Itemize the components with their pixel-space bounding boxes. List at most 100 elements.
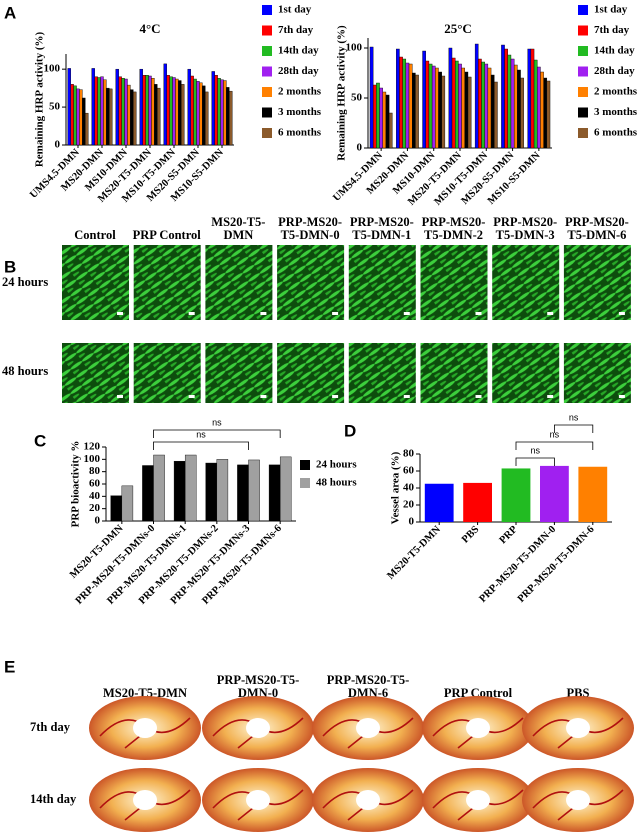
column-label-box: PBS <box>566 686 590 700</box>
legend-swatch <box>262 66 272 77</box>
bar <box>121 485 134 522</box>
bar <box>369 46 374 149</box>
bar <box>441 75 446 149</box>
bar <box>184 454 197 522</box>
bar <box>229 90 233 146</box>
cell-image <box>563 245 631 320</box>
scale-bar <box>188 312 195 315</box>
panel-label: B <box>4 257 16 276</box>
bar <box>106 87 110 146</box>
legend-swatch <box>262 5 272 15</box>
legend-swatch <box>578 5 588 15</box>
bar <box>205 91 209 146</box>
scale-bar <box>117 395 123 398</box>
x-tick-label: PRP <box>498 524 521 547</box>
bar <box>435 67 439 149</box>
legend-swatch <box>262 107 272 118</box>
egg-hole <box>466 790 490 810</box>
bar <box>187 68 191 146</box>
egg-hole <box>133 790 157 810</box>
legend-label: 24 hours <box>316 459 357 471</box>
bar <box>540 465 569 522</box>
row-label: 48 hours <box>2 364 48 378</box>
bar <box>396 48 400 149</box>
bar <box>537 66 541 149</box>
cell-image <box>420 343 488 403</box>
bar <box>533 59 538 149</box>
bar <box>507 54 512 149</box>
bar <box>127 84 131 146</box>
x-tick-label: PBS <box>460 524 482 546</box>
bar <box>169 76 173 146</box>
bar <box>379 87 383 149</box>
cell-image <box>133 245 201 320</box>
cell-image <box>492 343 560 403</box>
bar <box>121 78 125 146</box>
scale-bar <box>332 312 339 315</box>
column-label-box: PRP-MS20-T5-DMN-2 <box>422 216 486 242</box>
bar <box>474 43 479 149</box>
y-tick-label: 40 <box>89 490 101 502</box>
y-tick-label: 40 <box>403 482 415 494</box>
column-label-box: PRP-MS20-T5-DMN-6 <box>565 216 629 242</box>
egg-hole <box>566 790 590 810</box>
bar <box>172 77 176 146</box>
significance-bracket <box>515 457 555 466</box>
bar <box>408 63 413 149</box>
bar <box>279 456 292 522</box>
bar <box>578 466 608 522</box>
bar <box>399 56 403 149</box>
bar <box>382 91 387 149</box>
column-label: MS20-T5-DMN <box>211 215 266 242</box>
column-label-box: MS20-T5-DMN <box>211 215 266 242</box>
bar <box>487 67 492 149</box>
column-label-box: PRP-MS20-T5-DMN-0 <box>217 674 300 700</box>
bar <box>428 63 433 149</box>
y-tick-label: 20 <box>89 502 101 514</box>
bar <box>154 84 158 146</box>
x-tick-label: MS20-T5-DMN <box>385 524 443 582</box>
column-label-box: MS20-T5-DMN <box>102 686 187 700</box>
scale-bar <box>475 395 482 398</box>
bar <box>109 88 113 146</box>
column-label-box: PRP-MS20-T5-DMN-3 <box>493 216 557 242</box>
cell-image <box>348 245 416 320</box>
bar <box>461 67 465 149</box>
bar <box>110 495 123 522</box>
bar <box>181 84 185 146</box>
column-label: PRP-MS20-T5-DMN-6 <box>326 673 410 700</box>
cell-image <box>205 343 273 403</box>
bar <box>214 75 218 146</box>
legend-label: 1st day <box>594 4 628 16</box>
bar <box>124 78 128 146</box>
bar <box>422 50 426 149</box>
annotation: ns <box>550 429 560 439</box>
bar <box>82 97 86 146</box>
legend-label: 6 months <box>594 127 638 139</box>
egg-hole <box>356 718 380 738</box>
egg-hole <box>133 718 157 738</box>
bar <box>73 85 77 146</box>
chart-title: 4°C <box>139 21 160 36</box>
bar <box>226 87 230 146</box>
significance-bracket <box>153 441 249 450</box>
cell-image <box>277 343 345 403</box>
bar <box>193 78 197 146</box>
bar <box>142 75 146 146</box>
legend-swatch <box>262 46 272 56</box>
bar <box>527 48 532 149</box>
legend-swatch <box>578 87 588 97</box>
column-label: MS20-T5-DMN <box>102 686 187 700</box>
column-label: PBS <box>566 686 590 700</box>
bar <box>248 459 260 522</box>
bar <box>148 75 152 146</box>
bar <box>173 460 186 522</box>
scale-bar <box>618 395 625 398</box>
bar <box>79 89 83 146</box>
bar <box>151 78 155 146</box>
scale-bar <box>547 312 554 315</box>
bar <box>481 61 485 149</box>
bar <box>458 63 462 149</box>
legend-swatch <box>578 107 588 118</box>
cell-image <box>133 343 201 403</box>
